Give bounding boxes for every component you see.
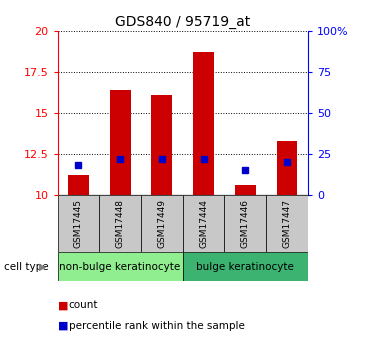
Text: bulge keratinocyte: bulge keratinocyte bbox=[196, 262, 294, 272]
Bar bbox=[183, 195, 224, 252]
Bar bbox=[266, 195, 308, 252]
Bar bbox=[141, 195, 183, 252]
Bar bbox=[68, 175, 89, 195]
Bar bbox=[193, 52, 214, 195]
Text: ▶: ▶ bbox=[39, 262, 46, 272]
Bar bbox=[58, 195, 99, 252]
Text: non-bulge keratinocyte: non-bulge keratinocyte bbox=[59, 262, 181, 272]
Text: GSM17448: GSM17448 bbox=[116, 199, 125, 248]
Text: cell type: cell type bbox=[4, 262, 48, 272]
Bar bbox=[58, 252, 183, 281]
Title: GDS840 / 95719_at: GDS840 / 95719_at bbox=[115, 14, 250, 29]
Bar bbox=[277, 141, 298, 195]
Bar bbox=[224, 195, 266, 252]
Text: ■: ■ bbox=[58, 321, 68, 331]
Text: ■: ■ bbox=[58, 300, 68, 310]
Text: GSM17445: GSM17445 bbox=[74, 199, 83, 248]
Bar bbox=[99, 195, 141, 252]
Bar bbox=[183, 252, 308, 281]
Text: percentile rank within the sample: percentile rank within the sample bbox=[69, 321, 244, 331]
Bar bbox=[110, 90, 131, 195]
Text: GSM17446: GSM17446 bbox=[241, 199, 250, 248]
Bar bbox=[151, 95, 172, 195]
Bar bbox=[235, 185, 256, 195]
Text: GSM17444: GSM17444 bbox=[199, 199, 208, 248]
Text: GSM17447: GSM17447 bbox=[283, 199, 292, 248]
Text: GSM17449: GSM17449 bbox=[157, 199, 166, 248]
Text: count: count bbox=[69, 300, 98, 310]
